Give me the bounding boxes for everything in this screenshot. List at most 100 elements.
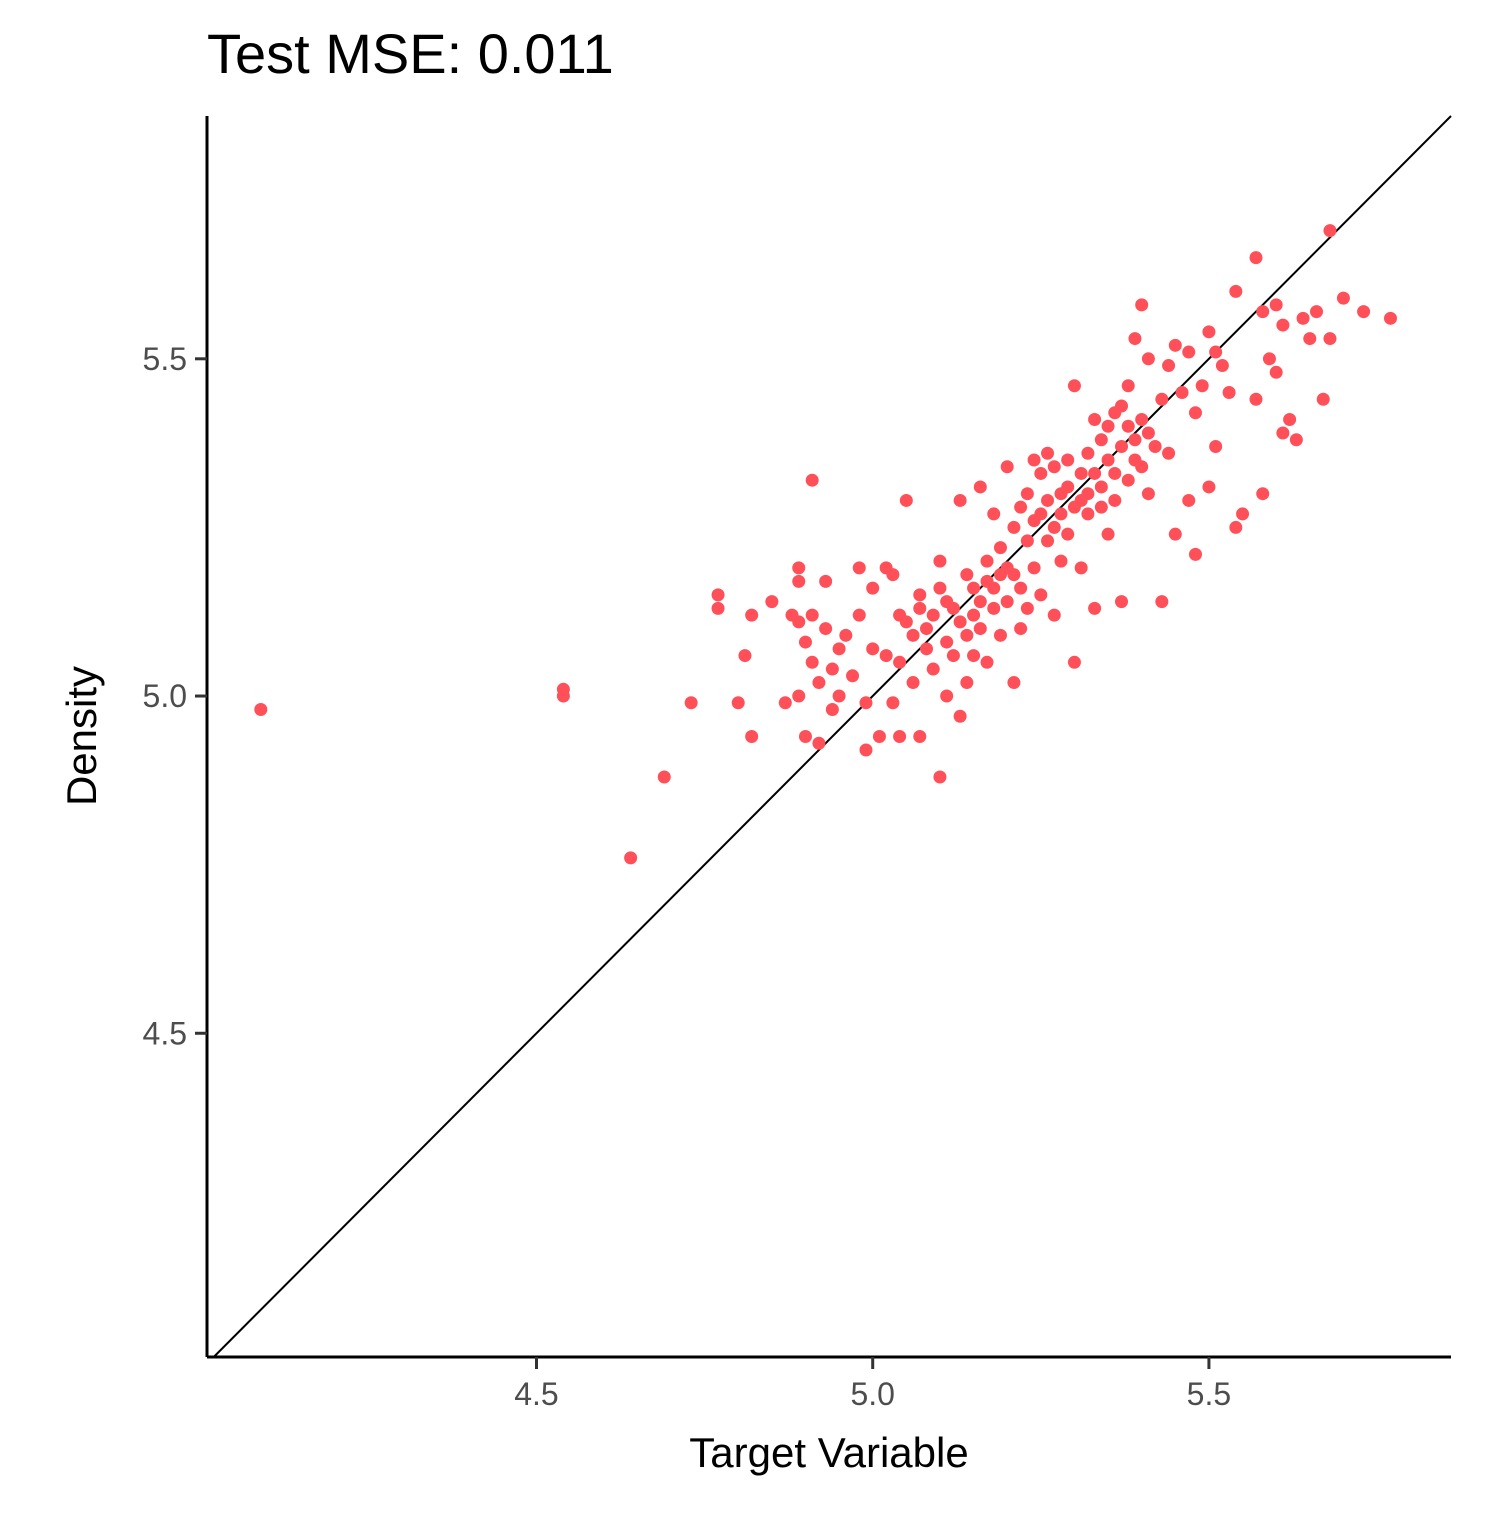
scatter-point xyxy=(866,581,880,595)
scatter-point xyxy=(832,689,846,703)
scatter-point xyxy=(1141,426,1155,440)
scatter-point xyxy=(913,588,927,602)
scatter-point xyxy=(1310,305,1324,319)
scatter-point xyxy=(886,696,900,710)
scatter-point xyxy=(973,480,987,494)
plot-area xyxy=(213,115,1452,1358)
scatter-point xyxy=(1094,500,1108,514)
scatter-point xyxy=(1303,332,1317,346)
scatter-point xyxy=(933,770,947,784)
scatter-point xyxy=(1074,466,1088,480)
scatter-point xyxy=(812,676,826,690)
scatter-point xyxy=(967,581,981,595)
scatter-point xyxy=(1121,473,1135,487)
scatter-point xyxy=(1014,622,1028,636)
scatter-point xyxy=(899,493,913,507)
scatter-point xyxy=(1007,568,1021,582)
scatter-point xyxy=(1135,460,1149,474)
scatter-point xyxy=(953,709,967,723)
scatter-point xyxy=(711,601,725,615)
scatter-point xyxy=(1168,527,1182,541)
scatter-point xyxy=(1256,487,1270,501)
scatter-point xyxy=(980,655,994,669)
scatter-point xyxy=(1034,466,1048,480)
scatter-point xyxy=(684,696,698,710)
scatter-point xyxy=(987,601,1001,615)
scatter-point xyxy=(960,628,974,642)
scatter-point xyxy=(805,473,819,487)
scatter-point xyxy=(899,615,913,629)
scatter-point xyxy=(825,703,839,717)
scatter-point xyxy=(886,568,900,582)
scatter-point xyxy=(1074,561,1088,575)
scatter-point xyxy=(846,669,860,683)
scatter-point xyxy=(973,595,987,609)
scatter-point xyxy=(556,682,570,696)
scatter-point xyxy=(1034,588,1048,602)
scatter-point xyxy=(859,696,873,710)
scatter-point xyxy=(745,608,759,622)
scatter-point xyxy=(745,730,759,743)
scatter-point xyxy=(1121,379,1135,393)
scatter-point xyxy=(792,689,806,703)
x-tick-label: 4.5 xyxy=(514,1376,558,1412)
scatter-point xyxy=(1256,305,1270,319)
scatter-point xyxy=(1182,345,1196,359)
scatter-point xyxy=(1202,325,1216,339)
scatter-point xyxy=(1108,466,1122,480)
scatter-point xyxy=(946,649,960,663)
scatter-point xyxy=(1269,298,1283,312)
scatter-point xyxy=(1168,338,1182,352)
scatter-point xyxy=(1047,608,1061,622)
scatter-point xyxy=(967,649,981,663)
scatter-point xyxy=(1155,595,1169,609)
scatter-point xyxy=(1000,460,1014,474)
y-tick-label: 4.5 xyxy=(143,1015,187,1051)
scatter-point xyxy=(1283,413,1297,427)
scatter-point xyxy=(1269,365,1283,379)
scatter-point xyxy=(1229,284,1243,298)
scatter-point xyxy=(1101,527,1115,541)
scatter-point xyxy=(1041,534,1055,548)
scatter-point xyxy=(1088,601,1102,615)
y-ticks: 4.5 5.0 5.5 xyxy=(143,341,207,1051)
scatter-point xyxy=(893,655,907,669)
scatter-point xyxy=(1229,520,1243,534)
scatter-point xyxy=(1081,446,1095,460)
scatter-point xyxy=(832,642,846,656)
scatter-point xyxy=(1094,433,1108,447)
scatter-point xyxy=(1128,332,1142,346)
scatter-point xyxy=(953,615,967,629)
scatter-point xyxy=(893,730,907,743)
scatter-point xyxy=(926,662,940,676)
scatter-point xyxy=(1020,601,1034,615)
scatter-point xyxy=(1175,386,1189,400)
scatter-point xyxy=(920,642,934,656)
scatter-point xyxy=(1047,520,1061,534)
scatter-point xyxy=(1383,311,1397,325)
scatter-point xyxy=(1007,520,1021,534)
scatter-point xyxy=(1061,453,1075,467)
scatter-point xyxy=(1081,487,1095,501)
scatter-point xyxy=(1276,426,1290,440)
identity-reference-line xyxy=(213,115,1452,1358)
chart-title: Test MSE: 0.011 xyxy=(207,22,614,85)
scatter-point xyxy=(987,581,1001,595)
scatter-point xyxy=(1289,433,1303,447)
scatter-point xyxy=(1195,379,1209,393)
scatter-point xyxy=(1115,595,1129,609)
scatter-point xyxy=(792,561,806,575)
scatter-point xyxy=(812,736,826,750)
scatter-point xyxy=(960,568,974,582)
scatter-point xyxy=(906,676,920,690)
scatter-point xyxy=(906,628,920,642)
scatter-point xyxy=(1202,480,1216,494)
scatter-point xyxy=(711,588,725,602)
scatter-point xyxy=(819,574,833,588)
scatter-point xyxy=(933,581,947,595)
scatter-point xyxy=(1061,527,1075,541)
scatter-point xyxy=(993,541,1007,555)
scatter-point xyxy=(1323,332,1337,346)
scatter-point xyxy=(1094,480,1108,494)
scatter-point xyxy=(946,601,960,615)
